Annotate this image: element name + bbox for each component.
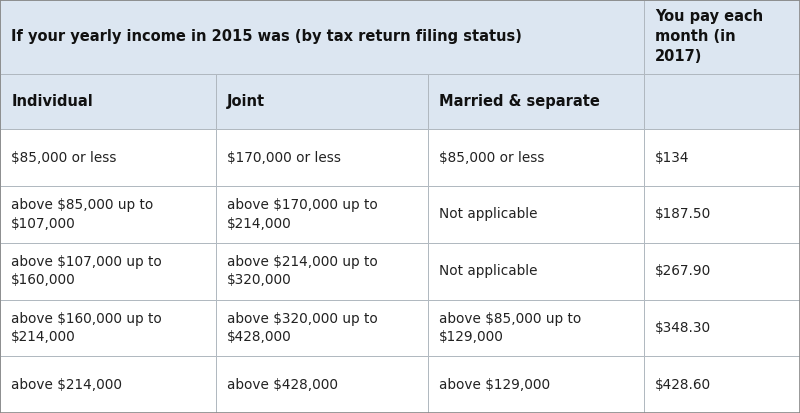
Text: $170,000 or less: $170,000 or less	[227, 151, 342, 165]
Text: above $320,000 up to
$428,000: above $320,000 up to $428,000	[227, 312, 378, 344]
Text: $428.60: $428.60	[655, 377, 711, 392]
Text: Married & separate: Married & separate	[439, 94, 600, 109]
Text: $267.90: $267.90	[655, 264, 711, 278]
Text: You pay each
month (in
2017): You pay each month (in 2017)	[655, 9, 763, 64]
Bar	[216, 74, 428, 129]
Text: Joint: Joint	[227, 94, 266, 109]
Text: above $214,000: above $214,000	[11, 377, 122, 392]
Text: $85,000 or less: $85,000 or less	[439, 151, 545, 165]
Bar	[428, 243, 644, 299]
Bar	[0, 0, 644, 74]
Bar	[428, 356, 644, 413]
Bar	[0, 356, 216, 413]
Bar	[216, 243, 428, 299]
Bar	[644, 356, 800, 413]
Bar	[644, 129, 800, 186]
Bar	[428, 74, 644, 129]
Text: $348.30: $348.30	[655, 321, 711, 335]
Text: Individual: Individual	[11, 94, 93, 109]
Text: $134: $134	[655, 151, 690, 165]
Bar	[644, 0, 800, 74]
Text: Not applicable: Not applicable	[439, 207, 538, 221]
Bar	[0, 129, 216, 186]
Bar	[428, 129, 644, 186]
Text: $187.50: $187.50	[655, 207, 711, 221]
Text: above $170,000 up to
$214,000: above $170,000 up to $214,000	[227, 198, 378, 230]
Bar	[428, 299, 644, 356]
Bar	[0, 186, 216, 243]
Bar	[216, 129, 428, 186]
Text: above $107,000 up to
$160,000: above $107,000 up to $160,000	[11, 255, 162, 287]
Bar	[644, 74, 800, 129]
Bar	[644, 299, 800, 356]
Text: above $85,000 up to
$107,000: above $85,000 up to $107,000	[11, 198, 154, 230]
Text: above $85,000 up to
$129,000: above $85,000 up to $129,000	[439, 312, 582, 344]
Bar	[0, 299, 216, 356]
Text: $85,000 or less: $85,000 or less	[11, 151, 117, 165]
Bar	[644, 186, 800, 243]
Bar	[216, 186, 428, 243]
Bar	[216, 356, 428, 413]
Text: above $160,000 up to
$214,000: above $160,000 up to $214,000	[11, 312, 162, 344]
Text: above $129,000: above $129,000	[439, 377, 550, 392]
Bar	[216, 299, 428, 356]
Text: above $214,000 up to
$320,000: above $214,000 up to $320,000	[227, 255, 378, 287]
Bar	[644, 243, 800, 299]
Text: Not applicable: Not applicable	[439, 264, 538, 278]
Text: above $428,000: above $428,000	[227, 377, 338, 392]
Bar	[0, 74, 216, 129]
Bar	[428, 186, 644, 243]
Text: If your yearly income in 2015 was (by tax return filing status): If your yearly income in 2015 was (by ta…	[11, 29, 522, 44]
Bar	[0, 243, 216, 299]
